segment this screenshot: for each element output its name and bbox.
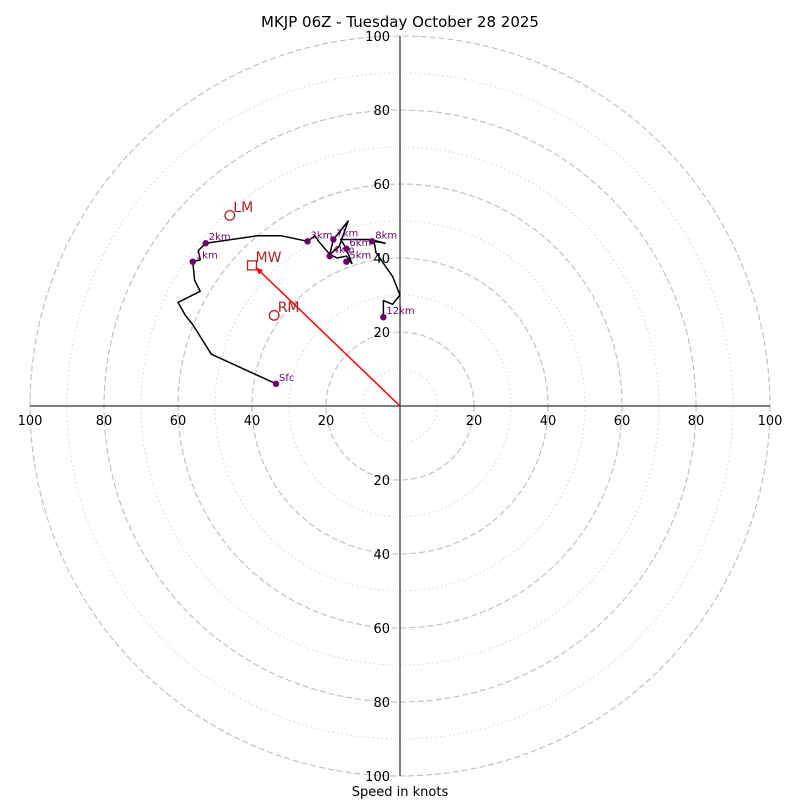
storm-motion-label: RM	[278, 300, 300, 316]
storm-motion-label: LM	[233, 200, 253, 216]
tick-label-y-up: 80	[373, 104, 390, 119]
height-marker-dot	[326, 252, 333, 260]
mean-wind-vector	[255, 266, 401, 407]
tick-label-x-right: 80	[688, 414, 705, 429]
tick-label-y-down: 20	[373, 474, 390, 489]
storm-motion-square	[246, 260, 258, 271]
height-marker-label: Sfc	[279, 373, 294, 384]
tick-label-y-up: 100	[365, 30, 390, 45]
x-axis-label: Speed in knots	[352, 785, 449, 800]
tick-label-x-left: 40	[244, 414, 261, 429]
height-marker-dot	[343, 245, 350, 252]
height-marker-label: 6km	[349, 238, 371, 249]
storm-motion-markers: LM RM MW	[224, 200, 300, 321]
tick-label-x-left: 80	[96, 414, 113, 429]
tick-label-y-down: 60	[373, 622, 390, 637]
tick-label-x-left: 100	[18, 414, 43, 429]
height-marker-dot	[380, 314, 387, 321]
storm-motion-label: MW	[256, 250, 282, 266]
tick-label-x-right: 40	[540, 414, 557, 429]
storm-motion-circle	[224, 209, 236, 221]
tick-label-y-up: 20	[373, 326, 390, 341]
tick-label-y-down: 40	[373, 548, 390, 563]
tick-label-x-left: 20	[318, 414, 335, 429]
height-marker-label: 1km	[196, 251, 218, 262]
tick-label-y-up: 60	[373, 178, 390, 193]
storm-motion-circle	[268, 309, 280, 321]
tick-label-y-down: 80	[373, 696, 390, 711]
height-marker-label: 2km	[209, 232, 231, 243]
tick-label-x-left: 60	[170, 414, 187, 429]
tick-label-x-right: 20	[466, 414, 483, 429]
height-marker-label: 8km	[375, 230, 397, 241]
tick-label-y-down: 100	[365, 770, 390, 785]
height-marker-label: 12km	[386, 306, 414, 317]
height-marker-label: 5km	[349, 251, 371, 262]
height-marker-dot	[343, 258, 350, 265]
height-marker-dot	[304, 238, 311, 245]
height-marker-label: 3km	[311, 230, 333, 241]
axis-tick-labels: 2020202040404040606060608080808010010010…	[18, 30, 783, 785]
mean-wind-vector-group	[255, 266, 401, 407]
tick-label-x-right: 100	[758, 414, 783, 429]
height-marker-dot	[330, 236, 337, 243]
height-marker-label: 7km	[336, 229, 358, 240]
height-marker-dot	[202, 240, 209, 247]
tick-label-x-right: 60	[614, 414, 631, 429]
mean-wind-arrowhead	[255, 267, 264, 275]
height-marker-dot	[369, 238, 376, 245]
height-marker-dot	[272, 380, 280, 387]
chart-title: MKJP 06Z - Tuesday October 28 2025	[261, 13, 539, 31]
height-marker-label: 4km	[333, 245, 355, 256]
height-marker-dot	[189, 258, 196, 265]
